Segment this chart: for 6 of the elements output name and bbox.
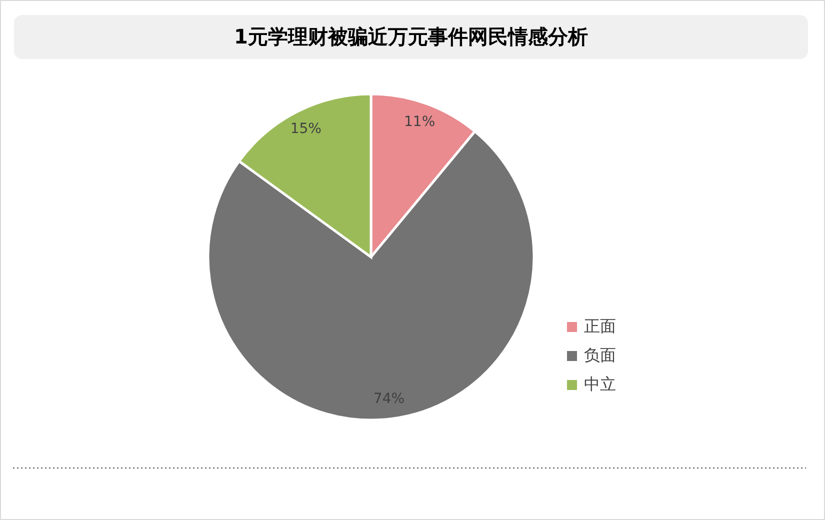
legend-label: 中立 — [584, 374, 616, 394]
data-label: 15% — [290, 121, 322, 138]
data-label: 11% — [404, 114, 436, 130]
chart-title: 1元学理财被骗近万元事件网民情感分析 — [234, 24, 588, 48]
legend-label: 正面 — [584, 316, 616, 336]
legend-label: 负面 — [584, 345, 616, 364]
